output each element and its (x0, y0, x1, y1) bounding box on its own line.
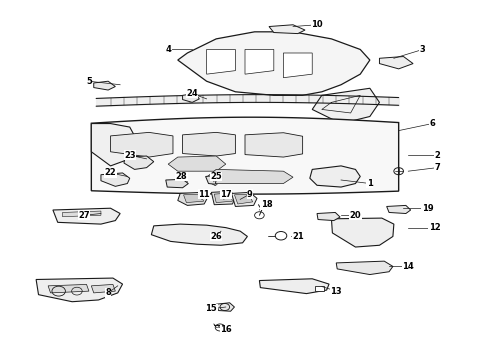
Polygon shape (206, 176, 216, 184)
Polygon shape (207, 49, 235, 74)
Text: 28: 28 (176, 172, 188, 181)
Text: 17: 17 (220, 190, 232, 199)
Polygon shape (245, 133, 303, 157)
Polygon shape (207, 170, 293, 184)
Polygon shape (214, 193, 233, 203)
Text: 1: 1 (367, 179, 373, 188)
Text: 25: 25 (210, 172, 222, 181)
Text: 14: 14 (402, 262, 414, 271)
Polygon shape (91, 123, 139, 166)
Polygon shape (124, 156, 154, 170)
Polygon shape (336, 261, 393, 275)
Polygon shape (36, 278, 122, 302)
Text: 12: 12 (429, 223, 441, 232)
Text: 23: 23 (124, 151, 136, 160)
Text: 27: 27 (78, 211, 90, 220)
Polygon shape (183, 132, 235, 156)
Text: 2: 2 (434, 151, 440, 160)
Polygon shape (331, 218, 394, 247)
Polygon shape (317, 212, 340, 221)
Text: 26: 26 (210, 232, 222, 241)
Text: 5: 5 (86, 77, 92, 86)
Polygon shape (232, 192, 257, 207)
Polygon shape (245, 49, 274, 74)
Polygon shape (312, 88, 379, 123)
Polygon shape (259, 279, 329, 294)
Polygon shape (178, 32, 370, 95)
Polygon shape (91, 284, 115, 293)
Text: 21: 21 (292, 232, 304, 241)
Polygon shape (94, 81, 115, 90)
Text: 16: 16 (220, 325, 232, 334)
Text: 4: 4 (165, 45, 171, 54)
Polygon shape (91, 117, 399, 194)
Polygon shape (283, 53, 312, 78)
Text: 6: 6 (429, 119, 435, 128)
Text: 24: 24 (186, 89, 198, 98)
Text: 9: 9 (247, 190, 253, 199)
Text: 3: 3 (420, 45, 425, 54)
Polygon shape (184, 194, 204, 203)
Polygon shape (151, 224, 247, 245)
Polygon shape (48, 284, 89, 293)
Text: 19: 19 (422, 204, 433, 213)
Polygon shape (315, 286, 324, 292)
Polygon shape (234, 194, 253, 204)
Text: 18: 18 (261, 200, 272, 209)
Text: 11: 11 (198, 190, 210, 199)
Polygon shape (269, 25, 305, 33)
Text: 15: 15 (205, 304, 217, 313)
Text: 22: 22 (105, 168, 117, 177)
Text: 10: 10 (311, 20, 323, 29)
Polygon shape (211, 191, 235, 205)
Text: 13: 13 (330, 287, 342, 296)
Text: 20: 20 (350, 211, 361, 220)
Polygon shape (310, 166, 360, 187)
Text: 7: 7 (434, 163, 440, 172)
Polygon shape (53, 208, 120, 224)
Polygon shape (387, 206, 411, 213)
Text: 8: 8 (105, 288, 111, 297)
Polygon shape (101, 173, 130, 186)
Polygon shape (379, 57, 413, 69)
Polygon shape (168, 156, 226, 171)
Polygon shape (178, 192, 208, 206)
Polygon shape (63, 211, 101, 217)
Polygon shape (111, 132, 173, 157)
Polygon shape (216, 303, 234, 311)
Polygon shape (166, 179, 188, 188)
Polygon shape (183, 94, 199, 102)
